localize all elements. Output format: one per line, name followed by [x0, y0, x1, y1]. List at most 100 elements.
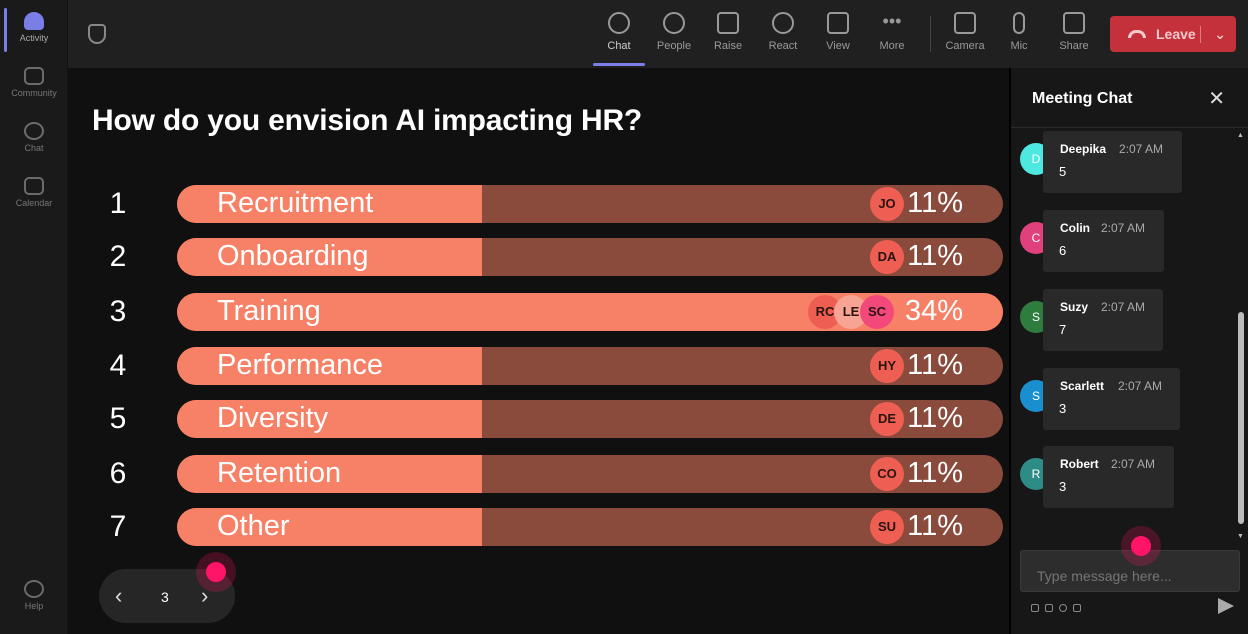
chevron-left-icon[interactable]: ‹ [115, 583, 123, 608]
poll-option-row: 3 Training 34% RC LE SC [68, 293, 1009, 331]
poll-stage: How do you envision AI impacting HR? 1 Re… [68, 68, 1009, 634]
people-button[interactable]: People [648, 12, 700, 52]
option-number: 5 [109, 402, 127, 435]
rail-item-community[interactable]: Community [0, 67, 68, 98]
voter-avatar: SC [860, 295, 894, 329]
scroll-up-icon[interactable]: ▲ [1237, 132, 1244, 139]
poll-option-row: 5 Diversity 11% DE [68, 400, 1009, 438]
leave-button[interactable]: Leave ⌄ [1110, 16, 1236, 52]
voter-avatar: HY [870, 349, 904, 383]
option-bar: Recruitment 11% JO [177, 185, 1003, 223]
phone-hangup-icon [1128, 30, 1146, 38]
chevron-down-icon[interactable]: ⌄ [1200, 25, 1226, 43]
option-number: 1 [109, 187, 127, 220]
message-time: 2:07 AM [1101, 221, 1146, 235]
help-icon [24, 580, 44, 598]
camera-button[interactable]: Camera [939, 12, 991, 52]
rail-item-calendar[interactable]: Calendar [0, 177, 68, 208]
voter-avatar: DA [870, 240, 904, 274]
raise-hand-button[interactable]: Raise [702, 12, 754, 52]
poll-question: How do you envision AI impacting HR? [92, 104, 643, 137]
option-label: Diversity [217, 402, 329, 434]
close-icon[interactable]: ✕ [1208, 88, 1225, 110]
option-bar-fill [177, 508, 482, 546]
option-number: 6 [109, 457, 127, 490]
page-number: 3 [161, 589, 169, 605]
react-button[interactable]: React [757, 12, 809, 52]
option-label: Performance [217, 349, 384, 381]
option-bar: Performance 11% HY [177, 347, 1003, 385]
attach-icon[interactable] [1045, 604, 1053, 612]
option-label: Training [217, 295, 321, 327]
sender-name: Deepika [1060, 142, 1107, 156]
option-percentage: 11% [907, 457, 963, 489]
message-text: 7 [1059, 322, 1067, 337]
option-bar: Other 11% SU [177, 508, 1003, 546]
voter-avatar: CO [870, 457, 904, 491]
bell-icon [24, 12, 44, 30]
rail-item-activity[interactable]: Activity [0, 12, 68, 43]
view-button[interactable]: View [812, 12, 864, 52]
scroll-thumb[interactable] [1238, 312, 1244, 524]
calendar-icon [24, 177, 44, 195]
message-time: 2:07 AM [1119, 142, 1164, 156]
poll-option-row: 6 Retention 11% CO [68, 455, 1009, 493]
option-bar-fill [177, 185, 482, 223]
voter-avatar: SU [870, 510, 904, 544]
message-time: 2:07 AM [1118, 379, 1163, 393]
rail-item-chat[interactable]: Chat [0, 122, 68, 153]
option-bar: Training 34% RC LE SC [177, 293, 1003, 331]
option-label: Retention [217, 457, 342, 489]
cursor-indicator [1121, 526, 1161, 566]
chat-title: Meeting Chat [1032, 90, 1133, 107]
chat-icon [608, 12, 630, 34]
option-label: Recruitment [217, 187, 374, 219]
message-input[interactable] [1020, 550, 1240, 592]
chevron-right-icon[interactable]: › [201, 583, 209, 608]
mic-icon [1013, 12, 1025, 34]
compose-tools [1031, 604, 1081, 612]
format-icon[interactable] [1031, 604, 1039, 612]
sender-name: Scarlett [1060, 379, 1105, 393]
option-bar: Retention 11% CO [177, 455, 1003, 493]
community-icon [24, 67, 44, 85]
option-number: 3 [109, 295, 127, 328]
chat-message: Colin 2:07 AM 6 [1043, 210, 1164, 272]
poll-option-row: 7 Other 11% SU [68, 508, 1009, 546]
more-dots-icon: ••• [882, 11, 902, 31]
send-icon[interactable] [1218, 598, 1234, 614]
poll-option-row: 1 Recruitment 11% JO [68, 185, 1009, 223]
scroll-down-icon[interactable]: ▼ [1237, 533, 1244, 540]
rail-item-help[interactable]: Help [0, 580, 68, 611]
camera-off-icon [954, 12, 976, 34]
shield-icon[interactable] [88, 24, 106, 44]
emoji-icon[interactable] [1059, 604, 1067, 612]
option-label: Onboarding [217, 240, 369, 272]
chat-scrollbar[interactable]: ▲ ▼ [1236, 130, 1245, 542]
chat-message: Scarlett 2:07 AM 3 [1043, 368, 1180, 430]
chat-header: Meeting Chat ✕ [1011, 68, 1248, 128]
share-icon [1063, 12, 1085, 34]
message-time: 2:07 AM [1111, 457, 1156, 471]
option-bar: Diversity 11% DE [177, 400, 1003, 438]
chat-button[interactable]: Chat [593, 12, 645, 66]
message-time: 2:07 AM [1101, 300, 1146, 314]
voter-avatar: JO [870, 187, 904, 221]
share-button[interactable]: Share [1048, 12, 1100, 52]
option-bar-fill [177, 347, 482, 385]
more-button[interactable]: ••• More [879, 11, 905, 52]
option-bar: Onboarding 11% DA [177, 238, 1003, 276]
chat-message: Suzy 2:07 AM 7 [1043, 289, 1163, 351]
option-label: Other [217, 510, 290, 542]
meeting-chat-panel: Meeting Chat ✕ D Deepika 2:07 AM 5 C Colin 2:0… [1010, 68, 1248, 634]
gif-icon[interactable] [1073, 604, 1081, 612]
meeting-toolbar: Chat People Raise React View ••• More Ca… [68, 0, 1248, 68]
people-icon [663, 12, 685, 34]
option-percentage: 11% [907, 349, 963, 381]
toolbar-divider [930, 16, 931, 52]
chat-bubble-icon [24, 122, 44, 140]
mic-button[interactable]: Mic [993, 12, 1045, 52]
sender-name: Colin [1060, 221, 1090, 235]
rail-active-indicator [4, 8, 7, 52]
message-text: 3 [1059, 401, 1067, 416]
